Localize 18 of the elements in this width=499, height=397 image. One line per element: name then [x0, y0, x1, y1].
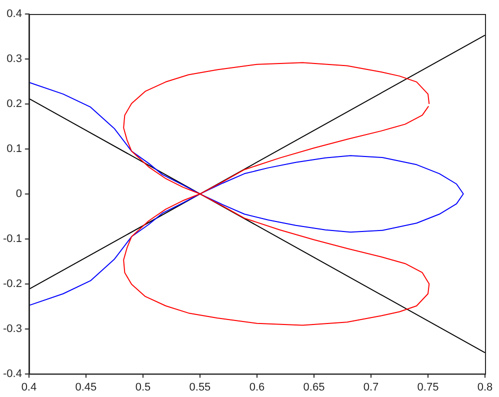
x-tick-label: 0.45: [75, 381, 97, 394]
y-tick-label: -0.2: [2, 278, 22, 290]
x-tick-label: 0.55: [189, 381, 211, 394]
x-tick-label: 0.65: [303, 381, 325, 394]
y-tick-label: -0.1: [2, 232, 22, 245]
x-tick-label: 0.75: [417, 381, 439, 394]
y-tick-label: -0.4: [2, 368, 22, 380]
y-tick-label: 0.1: [6, 142, 22, 155]
x-tick-label: 0.7: [363, 381, 379, 394]
y-tick-label: 0.4: [6, 8, 22, 20]
x-tick-label: 0.5: [135, 381, 151, 394]
y-tick-label: -0.3: [2, 322, 22, 335]
x-tick-label: 0.8: [477, 381, 493, 394]
x-tick-label: 0.6: [249, 381, 265, 394]
y-tick-label: 0.2: [6, 98, 22, 110]
x-tick-label: 0.4: [21, 381, 37, 394]
y-tick-label: 0.3: [6, 53, 22, 66]
y-tick-label: 0: [16, 188, 22, 200]
